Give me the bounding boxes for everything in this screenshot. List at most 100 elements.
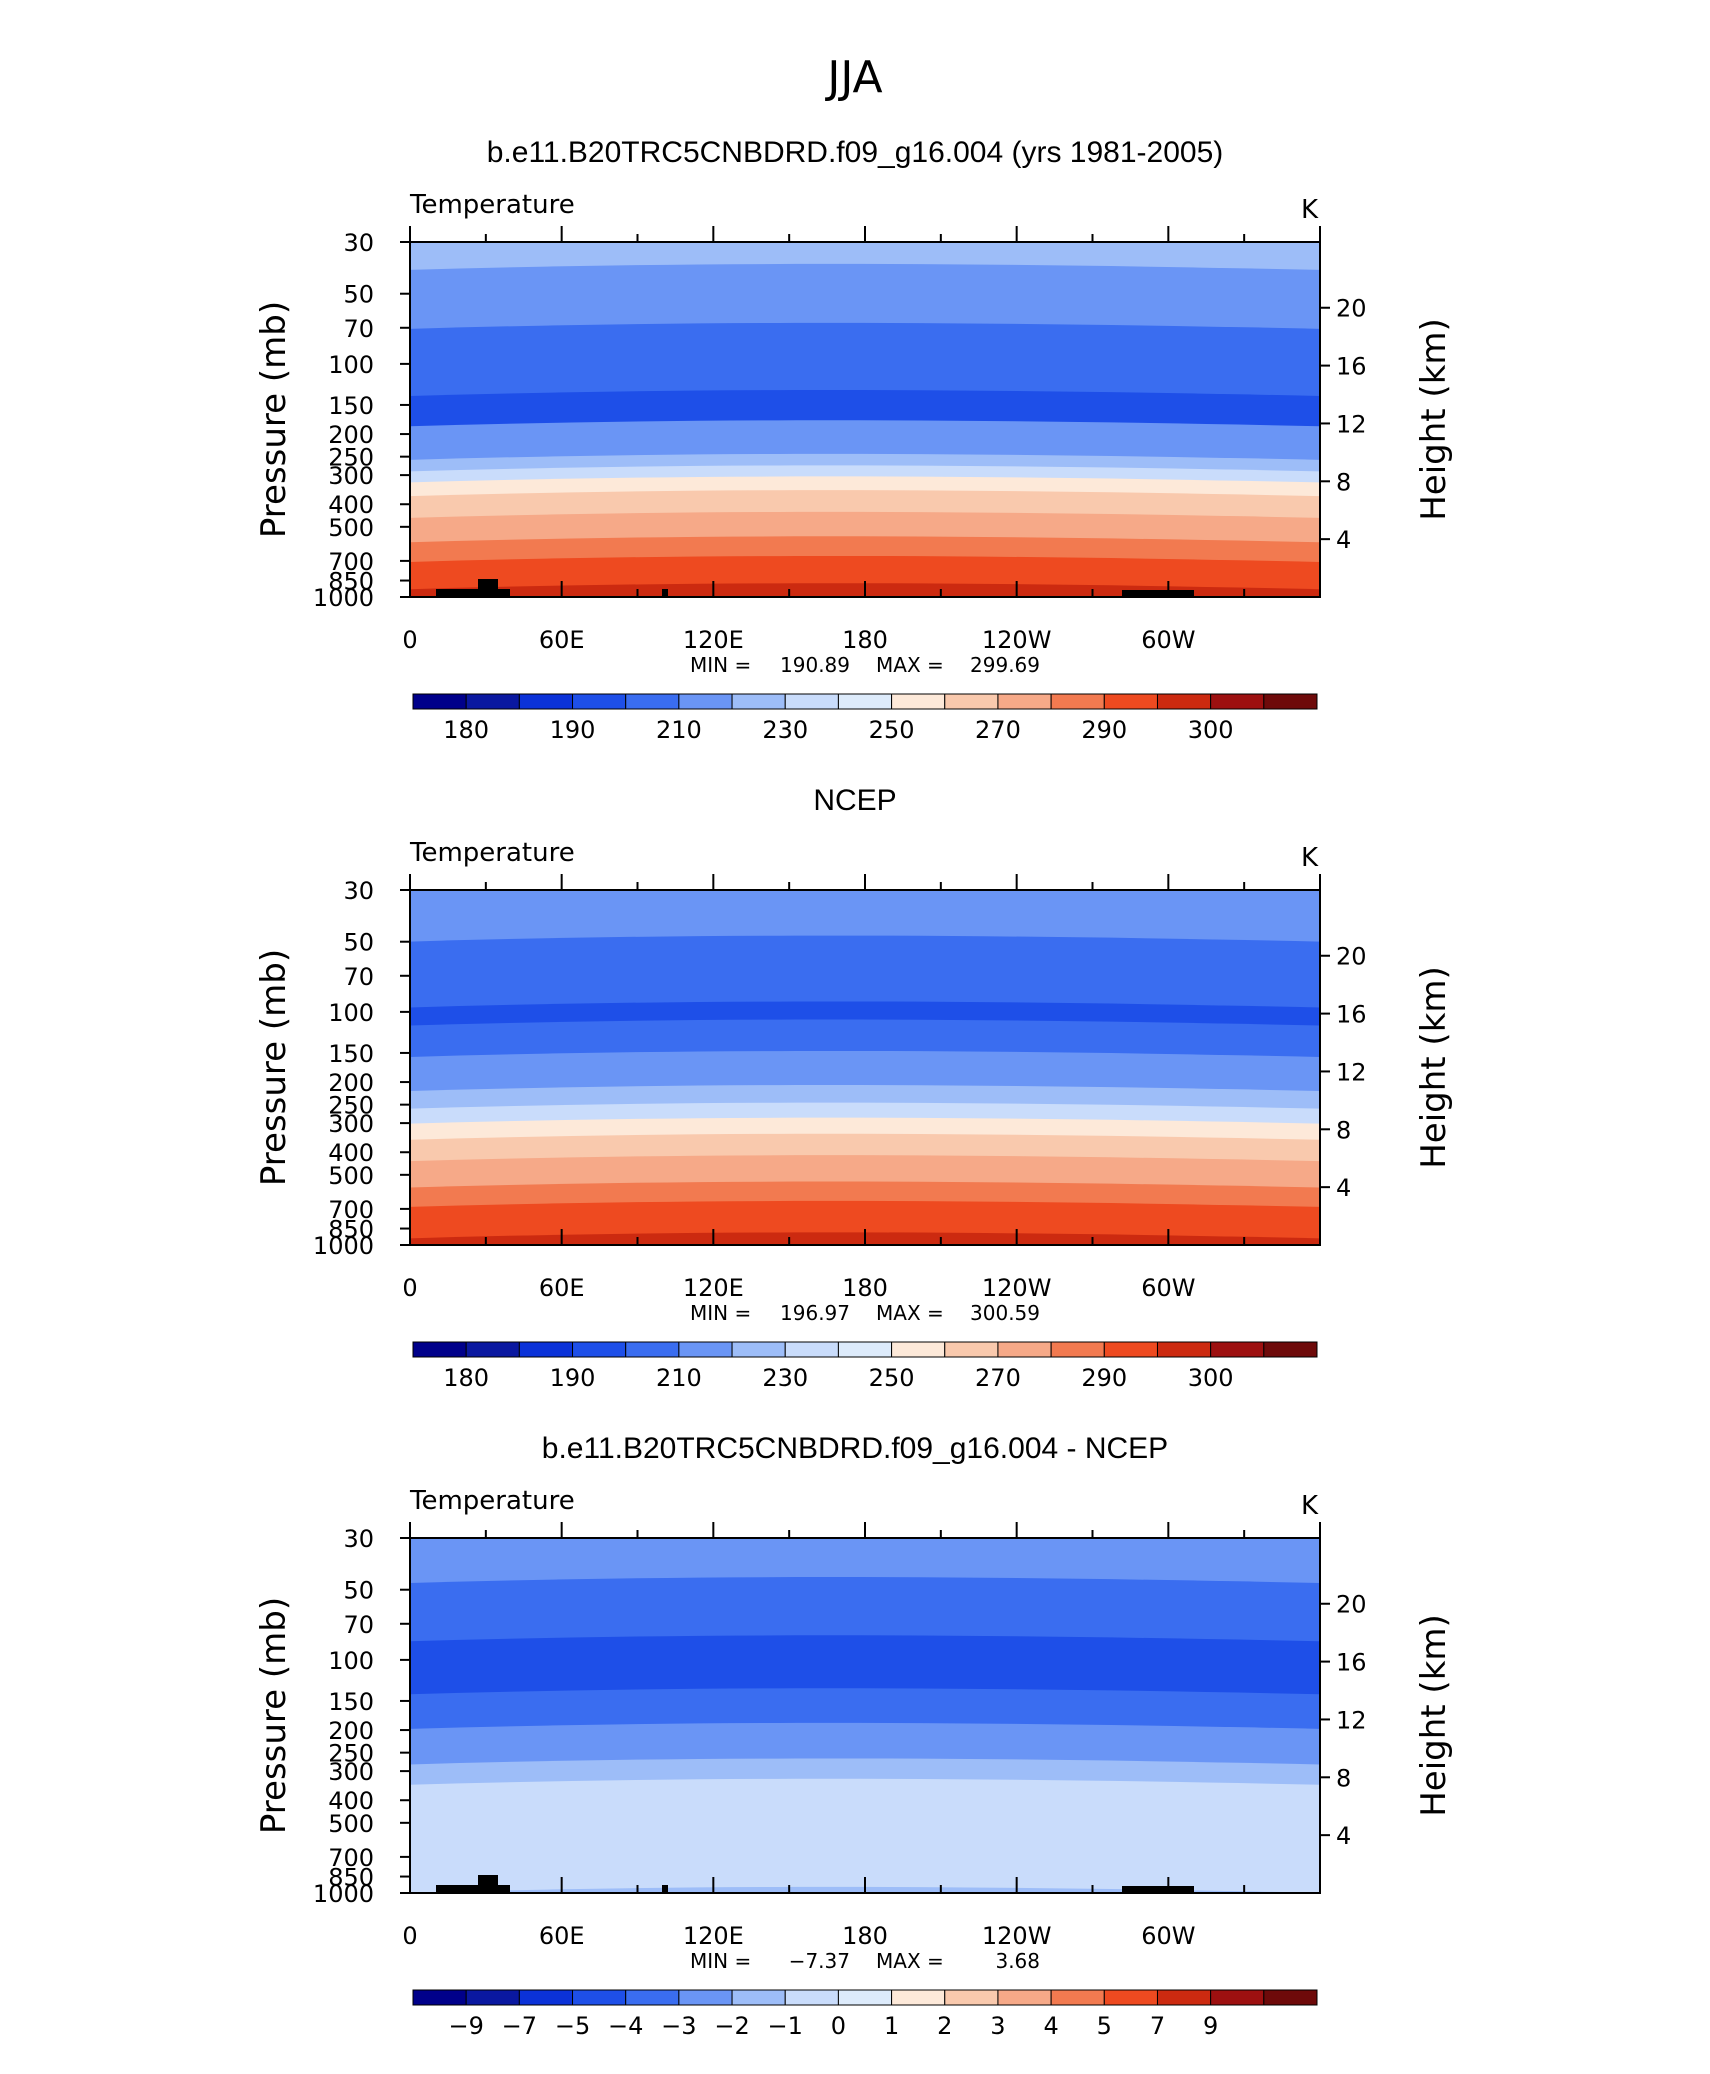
colorbar-box xyxy=(412,1341,467,1358)
y-tick-label: 300 xyxy=(328,1110,374,1138)
y2-tick-label: 16 xyxy=(1336,353,1367,381)
colorbar-box xyxy=(731,1989,786,2006)
y-tick-label: 150 xyxy=(328,1040,374,1068)
x-tick-label: 180 xyxy=(842,1274,888,1302)
y-tick-label: 30 xyxy=(343,877,374,905)
season-title: JJA xyxy=(824,52,882,103)
y-tick-label: 400 xyxy=(328,1787,374,1815)
x-tick-label: 0 xyxy=(402,1922,417,1950)
y2-axis-label: Height (km) xyxy=(1414,1614,1454,1817)
colorbar-box xyxy=(837,1989,893,2006)
colorbar-box xyxy=(518,693,574,710)
colorbar-label: 230 xyxy=(762,716,808,744)
contour-band xyxy=(410,1778,1320,1893)
y-tick-label: 100 xyxy=(328,351,374,379)
colorbar-box xyxy=(1156,693,1212,710)
terrain-block xyxy=(662,1885,668,1893)
y-tick-label: 150 xyxy=(328,1688,374,1716)
colorbar-label: −4 xyxy=(608,2012,643,2040)
y-tick-label: 500 xyxy=(328,514,374,542)
x-tick-label: 60W xyxy=(1141,1922,1195,1950)
colorbar-label: 270 xyxy=(975,1364,1021,1392)
colorbar-label: 3 xyxy=(990,2012,1005,2040)
colorbar-label: −1 xyxy=(768,2012,803,2040)
colorbar-label: 2 xyxy=(937,2012,952,2040)
variable-label: Temperature xyxy=(409,1486,575,1516)
y2-axis-label: Height (km) xyxy=(1414,318,1454,521)
y2-tick-label: 12 xyxy=(1336,1706,1367,1734)
colorbar-box xyxy=(412,1989,467,2006)
colorbar-label: −2 xyxy=(714,2012,749,2040)
colorbar-box xyxy=(997,1341,1052,1358)
colorbar-label: 290 xyxy=(1081,716,1127,744)
y-tick-label: 400 xyxy=(328,1139,374,1167)
contour-band xyxy=(410,1181,1320,1209)
colorbar-label: −5 xyxy=(555,2012,590,2040)
colorbar-box xyxy=(1103,693,1158,710)
contour-band xyxy=(410,890,1320,944)
x-axis: 0 60E 120E 180 120W 60W xyxy=(402,226,1321,654)
contour-band xyxy=(410,242,1320,272)
chart-title: b.e11.B20TRC5CNBDRD.f09_g16.004 - NCEP xyxy=(542,1432,1168,1465)
y2-tick-label: 20 xyxy=(1336,295,1367,323)
terrain-block xyxy=(1122,1886,1194,1893)
contour-band xyxy=(410,1200,1320,1241)
y-tick-label: 150 xyxy=(328,392,374,420)
contour-band xyxy=(410,1133,1320,1164)
colorbar-label: 1 xyxy=(884,2012,899,2040)
colorbar-box xyxy=(625,1341,680,1358)
contour-band xyxy=(410,1019,1320,1059)
min-label: MIN = xyxy=(690,653,751,677)
x-tick-label: 120W xyxy=(982,626,1052,654)
y-tick-label: 1000 xyxy=(313,1232,374,1260)
y-tick-label: 850 xyxy=(328,568,374,596)
colorbar-box xyxy=(997,693,1052,710)
y-tick-label: 200 xyxy=(328,421,374,449)
chart-panel-2: NCEP Temperature K 0 60E 120E 180 120W 60W 30 50 70… xyxy=(254,784,1454,1392)
colorbar-label: 7 xyxy=(1150,2012,1165,2040)
contour-band xyxy=(410,420,1320,462)
min-value: −7.37 xyxy=(789,1949,850,1973)
colorbar-box xyxy=(997,1989,1052,2006)
terrain-block xyxy=(478,1875,498,1893)
y2-tick-label: 8 xyxy=(1336,1764,1351,1792)
y-tick-label: 700 xyxy=(328,1844,374,1872)
y2-tick-label: 12 xyxy=(1336,410,1367,438)
colorbar-label: 210 xyxy=(656,716,702,744)
colorbar-box xyxy=(572,1989,627,2006)
y2-axis: 20 16 12 8 4 xyxy=(1320,295,1367,554)
y2-tick-label: 4 xyxy=(1336,1174,1351,1202)
contour-band xyxy=(410,389,1320,429)
y-tick-label: 700 xyxy=(328,1196,374,1224)
colorbar-box xyxy=(837,693,893,710)
y2-tick-label: 20 xyxy=(1336,943,1367,971)
y2-tick-label: 20 xyxy=(1336,1591,1367,1619)
chart-title: NCEP xyxy=(813,784,896,817)
contour-band xyxy=(410,1538,1320,1586)
colorbar-label: 290 xyxy=(1081,1364,1127,1392)
x-tick-label: 60E xyxy=(539,626,585,654)
colorbar-box xyxy=(944,1989,999,2006)
y-tick-label: 400 xyxy=(328,491,374,519)
colorbar-box xyxy=(1103,1341,1158,1358)
x-tick-label: 180 xyxy=(842,1922,888,1950)
colorbar-label: −3 xyxy=(661,2012,696,2040)
colorbar-box xyxy=(1103,1989,1158,2006)
y2-axis: 20 16 12 8 4 xyxy=(1320,943,1367,1202)
variable-label: Temperature xyxy=(409,190,575,220)
colorbar-box xyxy=(412,693,467,710)
y2-tick-label: 12 xyxy=(1336,1058,1367,1086)
colorbar-box xyxy=(1263,693,1318,710)
colorbar: 180 190 210 230 250 270 290 300 xyxy=(412,693,1318,744)
y2-tick-label: 4 xyxy=(1336,526,1351,554)
y-tick-label: 250 xyxy=(328,1092,374,1120)
y-tick-label: 70 xyxy=(343,963,374,991)
contour-band xyxy=(410,1050,1320,1094)
y-tick-label: 200 xyxy=(328,1069,374,1097)
x-tick-label: 120W xyxy=(982,1274,1052,1302)
max-label: MAX = xyxy=(876,1949,944,1973)
colorbar-box xyxy=(837,1341,893,1358)
